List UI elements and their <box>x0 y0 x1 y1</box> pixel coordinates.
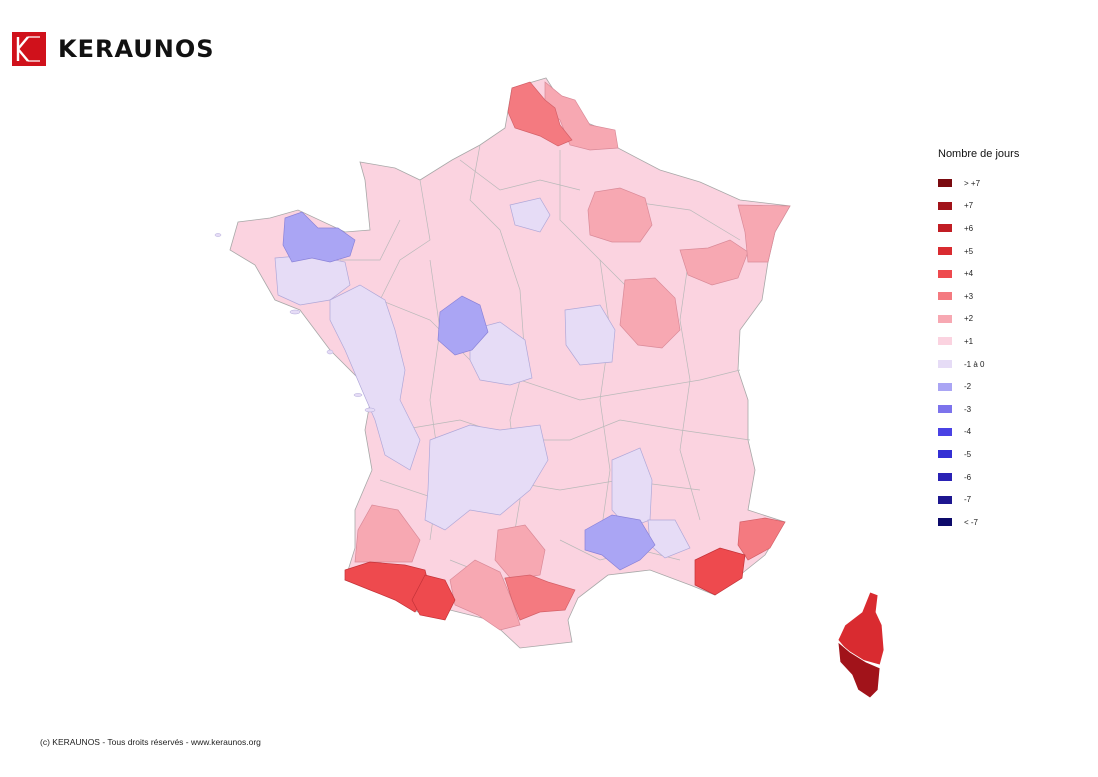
legend-title: Nombre de jours <box>938 148 1020 160</box>
legend-swatch <box>938 495 952 504</box>
legend-item: -6 <box>938 466 1019 489</box>
legend-item: < -7 <box>938 511 1019 534</box>
legend-item: +7 <box>938 195 1019 218</box>
legend-swatch <box>938 382 952 391</box>
legend-swatch <box>938 292 952 301</box>
legend-item: +5 <box>938 240 1019 263</box>
region-cotes-d-armor <box>282 211 356 263</box>
brand-name: KERAUNOS <box>58 35 215 63</box>
region-nord <box>507 81 573 147</box>
legend-label: +7 <box>964 201 974 211</box>
region-alpes-maritimes <box>737 517 786 561</box>
legend-label: -5 <box>964 449 972 459</box>
legend-swatch <box>938 360 952 369</box>
legend-label: -7 <box>964 495 972 505</box>
legend-label: > +7 <box>964 178 981 188</box>
legend-label: +4 <box>964 269 974 279</box>
legend-label: -2 <box>964 382 972 392</box>
region-landes <box>354 504 421 563</box>
legend-label: -4 <box>964 427 972 437</box>
region-paris <box>509 197 551 233</box>
region-bas-rhin <box>737 204 791 263</box>
legend-item: -1 à 0 <box>938 353 1019 376</box>
legend-swatch <box>938 247 952 256</box>
legend-item: +3 <box>938 285 1019 308</box>
legend-item: +2 <box>938 308 1019 331</box>
legend-swatch <box>938 179 952 188</box>
legend-swatch <box>938 427 952 436</box>
legend-swatch <box>938 518 952 527</box>
legend-label: +6 <box>964 223 974 233</box>
legend-item: -3 <box>938 398 1019 421</box>
legend-item: +4 <box>938 262 1019 285</box>
legend-label: +5 <box>964 246 974 256</box>
region-var <box>694 547 746 596</box>
legend-label: +1 <box>964 336 974 346</box>
legend: Nombre de jours > +7 +7 +6 +5 +4 +3 +2 +1 -1 à 0… <box>938 148 1019 534</box>
region-gard <box>584 514 656 571</box>
legend-label: -6 <box>964 472 972 482</box>
region-cher-indre <box>469 321 533 386</box>
region-marne <box>587 187 653 243</box>
legend-label: +2 <box>964 314 974 324</box>
region-west-coast <box>329 284 421 471</box>
legend-label: +3 <box>964 291 974 301</box>
legend-swatch <box>938 405 952 414</box>
region-hautes-pyrenees <box>411 574 456 621</box>
islands <box>214 233 376 413</box>
region-limousin <box>424 424 549 531</box>
brand-logo: KERAUNOS <box>12 32 215 66</box>
region-aude <box>504 574 576 621</box>
legend-item: +6 <box>938 217 1019 240</box>
legend-swatch <box>938 337 952 346</box>
legend-item: -5 <box>938 443 1019 466</box>
region-haute-corse <box>837 591 885 666</box>
region-yonne-nievre <box>564 304 616 366</box>
legend-item: -7 <box>938 488 1019 511</box>
legend-label: -3 <box>964 404 972 414</box>
region-cote-d-or <box>619 277 681 349</box>
keraunos-k-logo-icon <box>12 32 46 66</box>
legend-label: -1 à 0 <box>964 359 985 369</box>
region-haute-garonne <box>449 559 521 631</box>
legend-swatch <box>938 314 952 323</box>
copyright-footer: (c) KERAUNOS - Tous droits réservés - ww… <box>40 737 261 747</box>
legend-swatch <box>938 450 952 459</box>
legend-item: -2 <box>938 375 1019 398</box>
region-loir-et-cher <box>437 295 489 356</box>
legend-item: +1 <box>938 330 1019 353</box>
legend-label: < -7 <box>964 517 979 527</box>
legend-item: > +7 <box>938 172 1019 195</box>
legend-item: -4 <box>938 421 1019 444</box>
legend-swatch <box>938 224 952 233</box>
legend-swatch <box>938 473 952 482</box>
region-vosges <box>679 239 749 286</box>
legend-swatch <box>938 269 952 278</box>
legend-swatch <box>938 201 952 210</box>
region-tarn <box>494 524 546 581</box>
region-corse-du-sud <box>837 641 881 699</box>
